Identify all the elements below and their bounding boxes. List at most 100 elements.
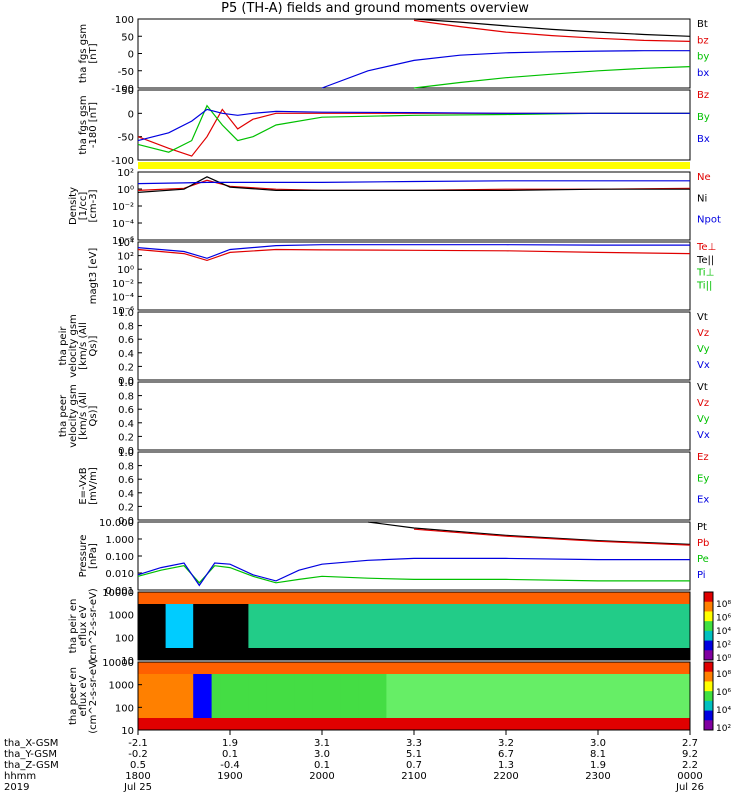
heatmap-cell-8-59 bbox=[680, 604, 691, 648]
xaxis-value-3-5: 2300 bbox=[585, 771, 610, 782]
heatmap-cell-8-27 bbox=[386, 604, 397, 648]
series-line-3-0 bbox=[137, 248, 691, 262]
heatmap-cell-9-19 bbox=[312, 674, 323, 718]
xaxis-value-2-4: 1.3 bbox=[498, 760, 514, 771]
legend-0-3: bx bbox=[697, 68, 709, 79]
heatmap-cell-9-11 bbox=[239, 674, 249, 718]
heatmap-cell-8-30 bbox=[414, 604, 424, 648]
heatmap-cell-9-46 bbox=[561, 674, 571, 718]
legend-4-1: Vz bbox=[697, 328, 709, 339]
heatmap-cell-9-13 bbox=[257, 674, 268, 718]
ylabel-line-7-1: [nPa] bbox=[88, 543, 99, 569]
series-line-7-3 bbox=[137, 557, 690, 587]
heatmap-cell-9-9 bbox=[220, 674, 231, 718]
colorbar-cell-8-6 bbox=[704, 650, 713, 661]
ytick-7-0: 10.000 bbox=[99, 518, 134, 529]
heatmap-cell-8-0 bbox=[138, 604, 148, 648]
colorbar-cell-9-6 bbox=[704, 720, 713, 731]
heatmap-cell-8-6 bbox=[193, 604, 203, 648]
xaxis-value-1-4: 6.7 bbox=[498, 749, 514, 760]
ylabel-line-2-0: Density bbox=[68, 187, 79, 225]
heatmap-cell-9-57 bbox=[662, 674, 673, 718]
ytick-5-5: 0.0 bbox=[118, 446, 134, 457]
heatmap-cell-8-4 bbox=[174, 604, 185, 648]
heatmap-cell-9-22 bbox=[340, 674, 351, 718]
xaxis-date-end: Jul 26 bbox=[675, 782, 704, 793]
heatmap-cell-8-53 bbox=[625, 604, 636, 648]
heatmap-cell-9-14 bbox=[266, 674, 277, 718]
ylabel-line-1-1: -180 [nT] bbox=[88, 102, 99, 148]
heatmap-cell-8-11 bbox=[239, 604, 249, 648]
ylabel-line-9-1: eflux eV bbox=[78, 675, 89, 716]
series-line-0-2 bbox=[413, 66, 691, 89]
xaxis-value-3-4: 2200 bbox=[493, 771, 518, 782]
panel-frame-0 bbox=[137, 18, 691, 89]
colorbar-cell-8-3 bbox=[704, 621, 713, 632]
heatmap-cell-9-2 bbox=[156, 674, 167, 718]
heatmap-band-bot-8 bbox=[138, 648, 690, 660]
heatmap-cell-9-31 bbox=[423, 674, 433, 718]
heatmap-cell-8-54 bbox=[634, 604, 645, 648]
series-line-3-4 bbox=[137, 244, 690, 259]
ytick-6-1: 0.8 bbox=[118, 462, 134, 473]
legend-7-1: Pb bbox=[697, 538, 709, 549]
ylabel-line-4-2: [km/s (All bbox=[78, 322, 89, 370]
heatmap-cell-9-21 bbox=[331, 674, 341, 718]
heatmap-cell-8-18 bbox=[303, 604, 314, 648]
heatmap-cell-9-7 bbox=[202, 674, 213, 718]
colorbar-cell-8-0 bbox=[704, 592, 713, 603]
ytick-9-3: 10 bbox=[121, 726, 134, 737]
ytick-0-3: -50 bbox=[118, 67, 134, 78]
ytick-2-1: 10⁰ bbox=[117, 185, 134, 196]
panel-density: 10² 10⁰ 10⁻² 10⁻⁴ 10⁻⁶ Ne Ni Npot bbox=[112, 168, 721, 247]
ylabel-line-8-1: eflux eV bbox=[78, 605, 89, 646]
heatmap-cell-9-16 bbox=[285, 674, 295, 718]
heatmap-cell-9-15 bbox=[276, 674, 286, 718]
heatmap-cell-9-54 bbox=[634, 674, 645, 718]
ytick-1-0: 50 bbox=[121, 86, 134, 97]
heatmap-cell-9-55 bbox=[644, 674, 654, 718]
heatmap-cell-9-17 bbox=[294, 674, 305, 718]
ylabel-line-6-1: [mV/m] bbox=[88, 467, 99, 505]
heatmap-cell-9-41 bbox=[515, 674, 525, 718]
panel-peer-velocity: 1.0 0.8 0.6 0.4 0.2 0.0 Vt Vz Vy Vx bbox=[118, 378, 710, 457]
heatmap-cell-8-38 bbox=[487, 604, 498, 648]
heatmap-cell-8-31 bbox=[423, 604, 433, 648]
colorbar-cell-9-1 bbox=[704, 671, 713, 682]
ytick-8-2: 100 bbox=[115, 633, 134, 644]
ylabel-line-4-3: Qs)] bbox=[88, 335, 99, 356]
ytick-9-2: 100 bbox=[115, 703, 134, 714]
xaxis-row-label-0: tha_X-GSM bbox=[4, 738, 58, 749]
heatmap-cell-9-25 bbox=[368, 674, 378, 718]
legend-3-3: Ti|| bbox=[696, 280, 712, 291]
colorbar-cell-8-2 bbox=[704, 611, 713, 622]
panel-fgs: 100 50 0 -50 -100 Bt bz by bx bbox=[111, 15, 709, 95]
colorbar-tick-8-0: 10⁸ bbox=[716, 600, 731, 610]
series-line-1-2 bbox=[137, 108, 690, 142]
xaxis-value-1-5: 8.1 bbox=[590, 749, 606, 760]
heatmap-cell-9-53 bbox=[625, 674, 636, 718]
heatmap-cell-9-44 bbox=[542, 674, 553, 718]
ytick-2-0: 10² bbox=[117, 168, 134, 179]
colorbar-frame-9 bbox=[703, 661, 714, 731]
panel-frame-1 bbox=[137, 89, 691, 161]
heatmap-cell-9-6 bbox=[193, 674, 203, 718]
heatmap-cell-8-45 bbox=[552, 604, 562, 648]
ytick-3-5: 10⁻⁶ bbox=[112, 306, 134, 317]
panel-fgs-ssl: 50 0 -50 -100 Bz By Bx bbox=[111, 86, 710, 167]
heatmap-cell-9-51 bbox=[607, 674, 617, 718]
ytick-0-0: 100 bbox=[115, 15, 134, 26]
series-line-1-0 bbox=[137, 108, 690, 157]
xaxis-value-2-2: 0.1 bbox=[314, 760, 330, 771]
heatmap-cell-8-36 bbox=[469, 604, 479, 648]
ytick-8-1: 1000 bbox=[109, 611, 134, 622]
heatmap-cell-8-55 bbox=[644, 604, 654, 648]
ytick-7-2: 0.100 bbox=[105, 552, 134, 563]
heatmap-cell-8-22 bbox=[340, 604, 351, 648]
ytick-1-1: 0 bbox=[128, 109, 134, 120]
heatmap-cell-9-12 bbox=[248, 674, 259, 718]
xaxis-value-1-3: 5.1 bbox=[406, 749, 422, 760]
panel-peir-velocity: 1.0 0.8 0.6 0.4 0.2 0.0 Vt Vz Vy Vx bbox=[118, 308, 710, 387]
ylabel-line-9-0: tha peer en bbox=[68, 667, 79, 725]
heatmap-cell-8-5 bbox=[184, 604, 194, 648]
